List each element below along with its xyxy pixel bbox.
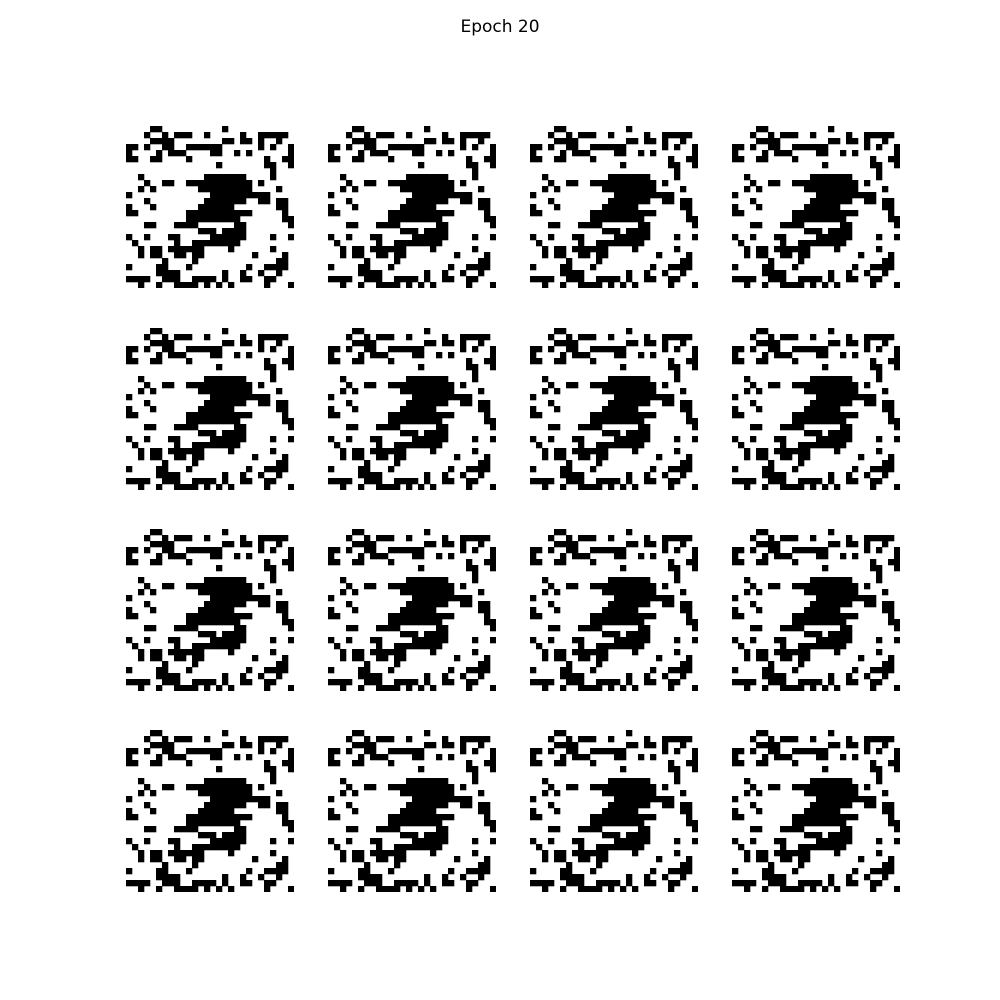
- sample-image-r2-c1: [126, 322, 294, 490]
- sample-image-r3-c2: [328, 523, 496, 691]
- sample-image-r4-c3: [530, 724, 698, 892]
- sample-image-r3-c4: [732, 523, 900, 691]
- sample-image-r4-c4: [732, 724, 900, 892]
- sample-image-r4-c1: [126, 724, 294, 892]
- sample-image-r1-c4: [732, 120, 900, 288]
- figure-title: Epoch 20: [460, 17, 540, 37]
- sample-image-r2-c2: [328, 322, 496, 490]
- sample-image-r4-c2: [328, 724, 496, 892]
- sample-image-r3-c1: [126, 523, 294, 691]
- sample-image-r3-c3: [530, 523, 698, 691]
- sample-image-r1-c2: [328, 120, 496, 288]
- sample-image-r1-c1: [126, 120, 294, 288]
- sample-image-r2-c4: [732, 322, 900, 490]
- sample-image-r2-c3: [530, 322, 698, 490]
- sample-image-r1-c3: [530, 120, 698, 288]
